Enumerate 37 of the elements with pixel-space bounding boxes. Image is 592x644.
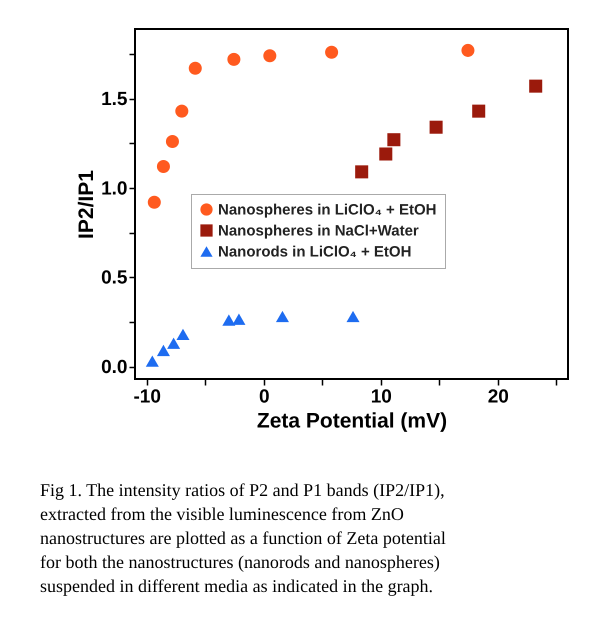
point xyxy=(355,165,368,178)
point xyxy=(472,104,486,118)
point xyxy=(156,344,170,356)
point xyxy=(430,120,443,134)
point xyxy=(227,52,240,66)
y-axis-title: IP2/IP1 xyxy=(75,170,98,239)
y-tick-label: 0.0 xyxy=(101,357,128,378)
x-tick-label: 20 xyxy=(488,386,509,408)
point xyxy=(148,196,161,209)
point xyxy=(175,104,188,118)
point xyxy=(146,355,159,367)
x-axis-title: Zeta Potential (mV) xyxy=(256,410,448,432)
point xyxy=(156,160,170,174)
point xyxy=(176,328,190,340)
point xyxy=(188,62,202,75)
point xyxy=(379,147,392,161)
point xyxy=(166,134,179,148)
caption: Fig 1. The intensity ratios of P2 and P1 bands (IP2/IP1), extracted from the visible luminescence from ZnO nanostructures are plotted as a function of Zeta potential for both the nanostructures (nanorods and nanospheres) suspended in different media as indicated in the graph. xyxy=(40,480,446,596)
x-tick-label: 10 xyxy=(370,386,392,408)
point xyxy=(387,133,400,146)
point xyxy=(346,310,360,322)
y-tick-label: 0.5 xyxy=(101,268,128,289)
point xyxy=(325,46,338,59)
y-tick-label: 1.5 xyxy=(101,89,128,110)
point xyxy=(167,338,180,349)
x-tick-label: -10 xyxy=(133,386,161,408)
point xyxy=(461,44,474,57)
x-tick-label: 0 xyxy=(258,386,270,408)
legend-label: Nanorods in LiClO₄ + EtOH xyxy=(218,244,412,260)
legend-label: Nanospheres in NaCl+Water xyxy=(218,222,419,240)
legend-label: Nanospheres in LiClO₄ + EtOH xyxy=(218,202,436,218)
y-tick-label: 1.0 xyxy=(101,178,128,200)
point xyxy=(263,49,276,62)
point xyxy=(222,314,236,326)
point xyxy=(529,80,542,93)
point xyxy=(232,314,246,325)
point xyxy=(276,310,289,322)
